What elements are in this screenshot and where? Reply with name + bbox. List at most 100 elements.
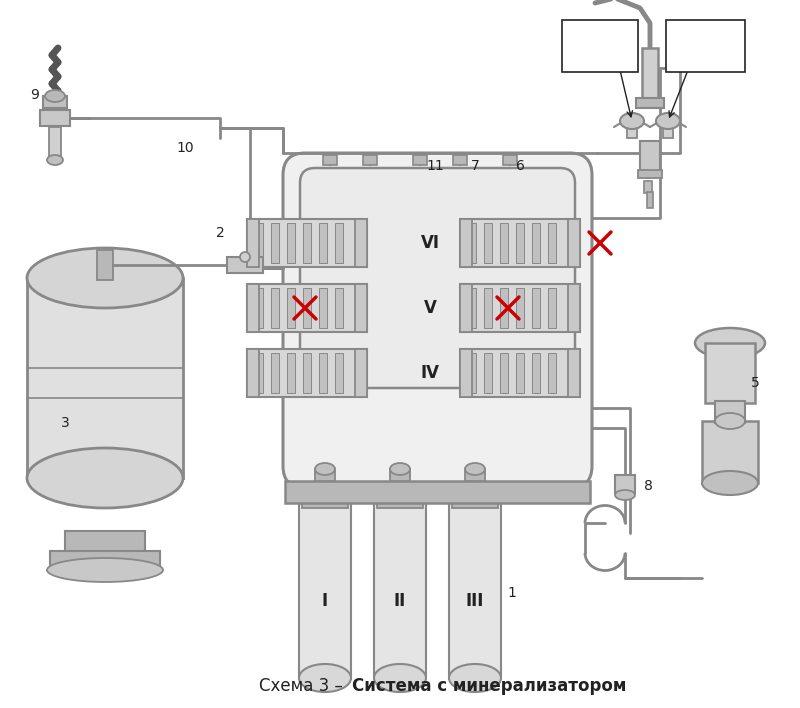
Ellipse shape <box>377 481 423 499</box>
Bar <box>27 278 183 478</box>
FancyBboxPatch shape <box>300 168 575 388</box>
Text: 10: 10 <box>176 141 194 155</box>
Text: 1: 1 <box>507 586 517 600</box>
Bar <box>532 223 540 263</box>
Ellipse shape <box>702 471 758 495</box>
Bar <box>638 170 662 178</box>
Bar <box>453 155 467 165</box>
Text: 4: 4 <box>716 36 724 50</box>
Ellipse shape <box>615 490 635 500</box>
Text: IV: IV <box>421 364 439 382</box>
Ellipse shape <box>656 113 680 129</box>
Ellipse shape <box>302 481 348 499</box>
Bar <box>247 284 259 332</box>
Text: 2: 2 <box>216 226 224 240</box>
Bar <box>500 223 508 263</box>
Bar <box>285 481 590 503</box>
Bar <box>548 223 556 263</box>
Ellipse shape <box>452 481 498 499</box>
Text: Без минера-
лизации: Без минера- лизации <box>669 34 741 56</box>
Text: VI: VI <box>421 234 439 252</box>
Text: Система с минерализатором: Система с минерализатором <box>352 677 626 695</box>
Bar <box>516 223 524 263</box>
Bar <box>468 223 476 263</box>
Bar <box>548 288 556 328</box>
Bar <box>468 288 476 328</box>
Bar <box>390 469 410 481</box>
Bar <box>627 118 637 138</box>
Text: 9: 9 <box>30 88 39 102</box>
Bar <box>65 531 145 553</box>
Bar <box>452 490 498 508</box>
Bar <box>568 219 580 267</box>
Ellipse shape <box>465 463 485 475</box>
Bar <box>299 503 351 678</box>
Bar <box>516 353 524 393</box>
Bar <box>500 353 508 393</box>
Text: 5: 5 <box>750 376 759 390</box>
Ellipse shape <box>27 448 183 508</box>
Bar <box>355 284 367 332</box>
Bar <box>460 284 472 332</box>
Text: 11: 11 <box>426 159 444 173</box>
Ellipse shape <box>449 664 501 692</box>
Bar <box>374 503 426 678</box>
Ellipse shape <box>315 463 335 475</box>
Text: I: I <box>322 592 328 610</box>
Bar <box>568 284 580 332</box>
Bar <box>516 288 524 328</box>
Bar <box>532 353 540 393</box>
Bar <box>271 353 279 393</box>
Text: II: II <box>394 592 406 610</box>
Bar <box>500 288 508 328</box>
Ellipse shape <box>45 90 65 102</box>
Ellipse shape <box>390 463 410 475</box>
Bar <box>303 288 311 328</box>
Bar <box>568 349 580 397</box>
Bar <box>40 110 70 126</box>
Bar <box>247 349 367 397</box>
Bar <box>335 353 343 393</box>
Bar <box>484 288 492 328</box>
Text: V: V <box>423 299 437 317</box>
Bar <box>315 469 335 481</box>
Bar <box>377 490 423 508</box>
Bar <box>465 469 485 481</box>
Text: 8: 8 <box>643 479 653 493</box>
Bar <box>319 288 327 328</box>
Bar <box>287 353 295 393</box>
Bar <box>302 490 348 508</box>
Bar <box>319 353 327 393</box>
Bar <box>247 284 367 332</box>
Bar <box>255 288 263 328</box>
Bar <box>255 353 263 393</box>
Bar <box>640 141 660 173</box>
Bar <box>255 223 263 263</box>
Bar <box>303 223 311 263</box>
Text: Схема 3 –: Схема 3 – <box>259 677 348 695</box>
Bar <box>647 192 653 208</box>
Bar <box>49 127 61 160</box>
Text: 3: 3 <box>61 416 70 430</box>
Bar <box>247 349 259 397</box>
Text: III: III <box>466 592 484 610</box>
Bar <box>323 155 337 165</box>
Bar <box>460 219 580 267</box>
Bar <box>271 288 279 328</box>
Bar <box>319 223 327 263</box>
Ellipse shape <box>695 328 765 358</box>
Bar <box>413 155 427 165</box>
Ellipse shape <box>47 155 63 165</box>
Ellipse shape <box>47 558 163 582</box>
Bar <box>460 349 580 397</box>
Bar <box>644 181 652 193</box>
Bar <box>50 551 160 568</box>
Bar <box>287 288 295 328</box>
Circle shape <box>240 252 250 262</box>
Text: 6: 6 <box>515 159 525 173</box>
Bar <box>247 219 367 267</box>
Bar <box>271 223 279 263</box>
Bar <box>335 288 343 328</box>
Bar <box>715 401 745 423</box>
FancyBboxPatch shape <box>562 20 638 72</box>
